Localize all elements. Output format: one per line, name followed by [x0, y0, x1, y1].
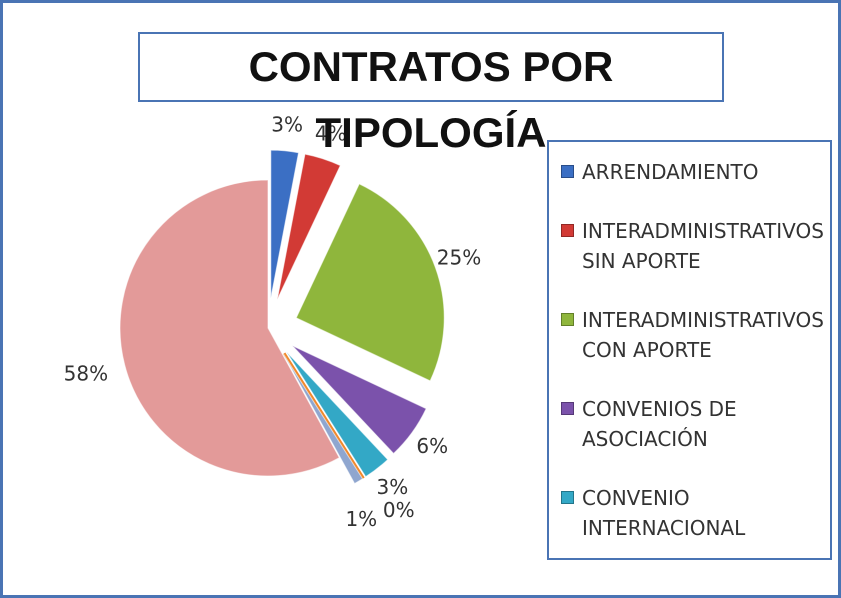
legend: ARRENDAMIENTO INTERADMINISTRATIVOS SIN AP…	[547, 140, 832, 560]
data-label: 58%	[64, 361, 108, 385]
pie-slice	[285, 351, 389, 478]
pie-slice	[282, 353, 364, 485]
data-label: 0%	[383, 498, 415, 522]
pie-slice	[270, 149, 300, 299]
legend-entry: INTERADMINISTRATIVOS CON APORTE	[561, 305, 830, 365]
data-label: 3%	[377, 475, 409, 499]
legend-entry: ARRENDAMIENTO	[561, 157, 830, 187]
data-label: 25%	[437, 246, 481, 270]
legend-swatch	[561, 223, 574, 237]
legend-label: CONVENIOS DE ASOCIACIÓN	[582, 397, 737, 452]
pie-slice	[282, 352, 365, 480]
data-label: 1%	[345, 507, 377, 531]
legend-label: CONVENIO INTERNACIONAL	[582, 486, 746, 541]
pie-slice	[291, 345, 427, 455]
legend-label: INTERADMINISTRATIVOS CON APORTE	[582, 307, 824, 362]
legend-swatch	[561, 491, 574, 505]
legend-entry: CONVENIO INTERNACIONAL	[561, 483, 830, 543]
data-label: 3%	[271, 112, 303, 136]
legend-label: ARRENDAMIENTO	[582, 159, 759, 184]
legend-swatch	[561, 164, 574, 178]
pie-slice	[276, 153, 341, 300]
data-label: 6%	[416, 434, 448, 458]
pie-slice	[119, 179, 340, 477]
pie-slice	[295, 183, 445, 382]
data-label: 4%	[315, 121, 347, 145]
legend-entry: CONVENIOS DE ASOCIACIÓN	[561, 394, 830, 454]
legend-swatch	[561, 312, 574, 326]
legend-swatch	[561, 402, 574, 416]
legend-label: INTERADMINISTRATIVOS SIN APORTE	[582, 218, 824, 273]
pie-area: 3% 4%25%6%3%0%1%58%	[64, 112, 482, 531]
legend-entry: INTERADMINISTRATIVOS SIN APORTE	[561, 216, 830, 276]
chart-title: CONTRATOS POR TIPOLOGÍA	[138, 32, 724, 156]
